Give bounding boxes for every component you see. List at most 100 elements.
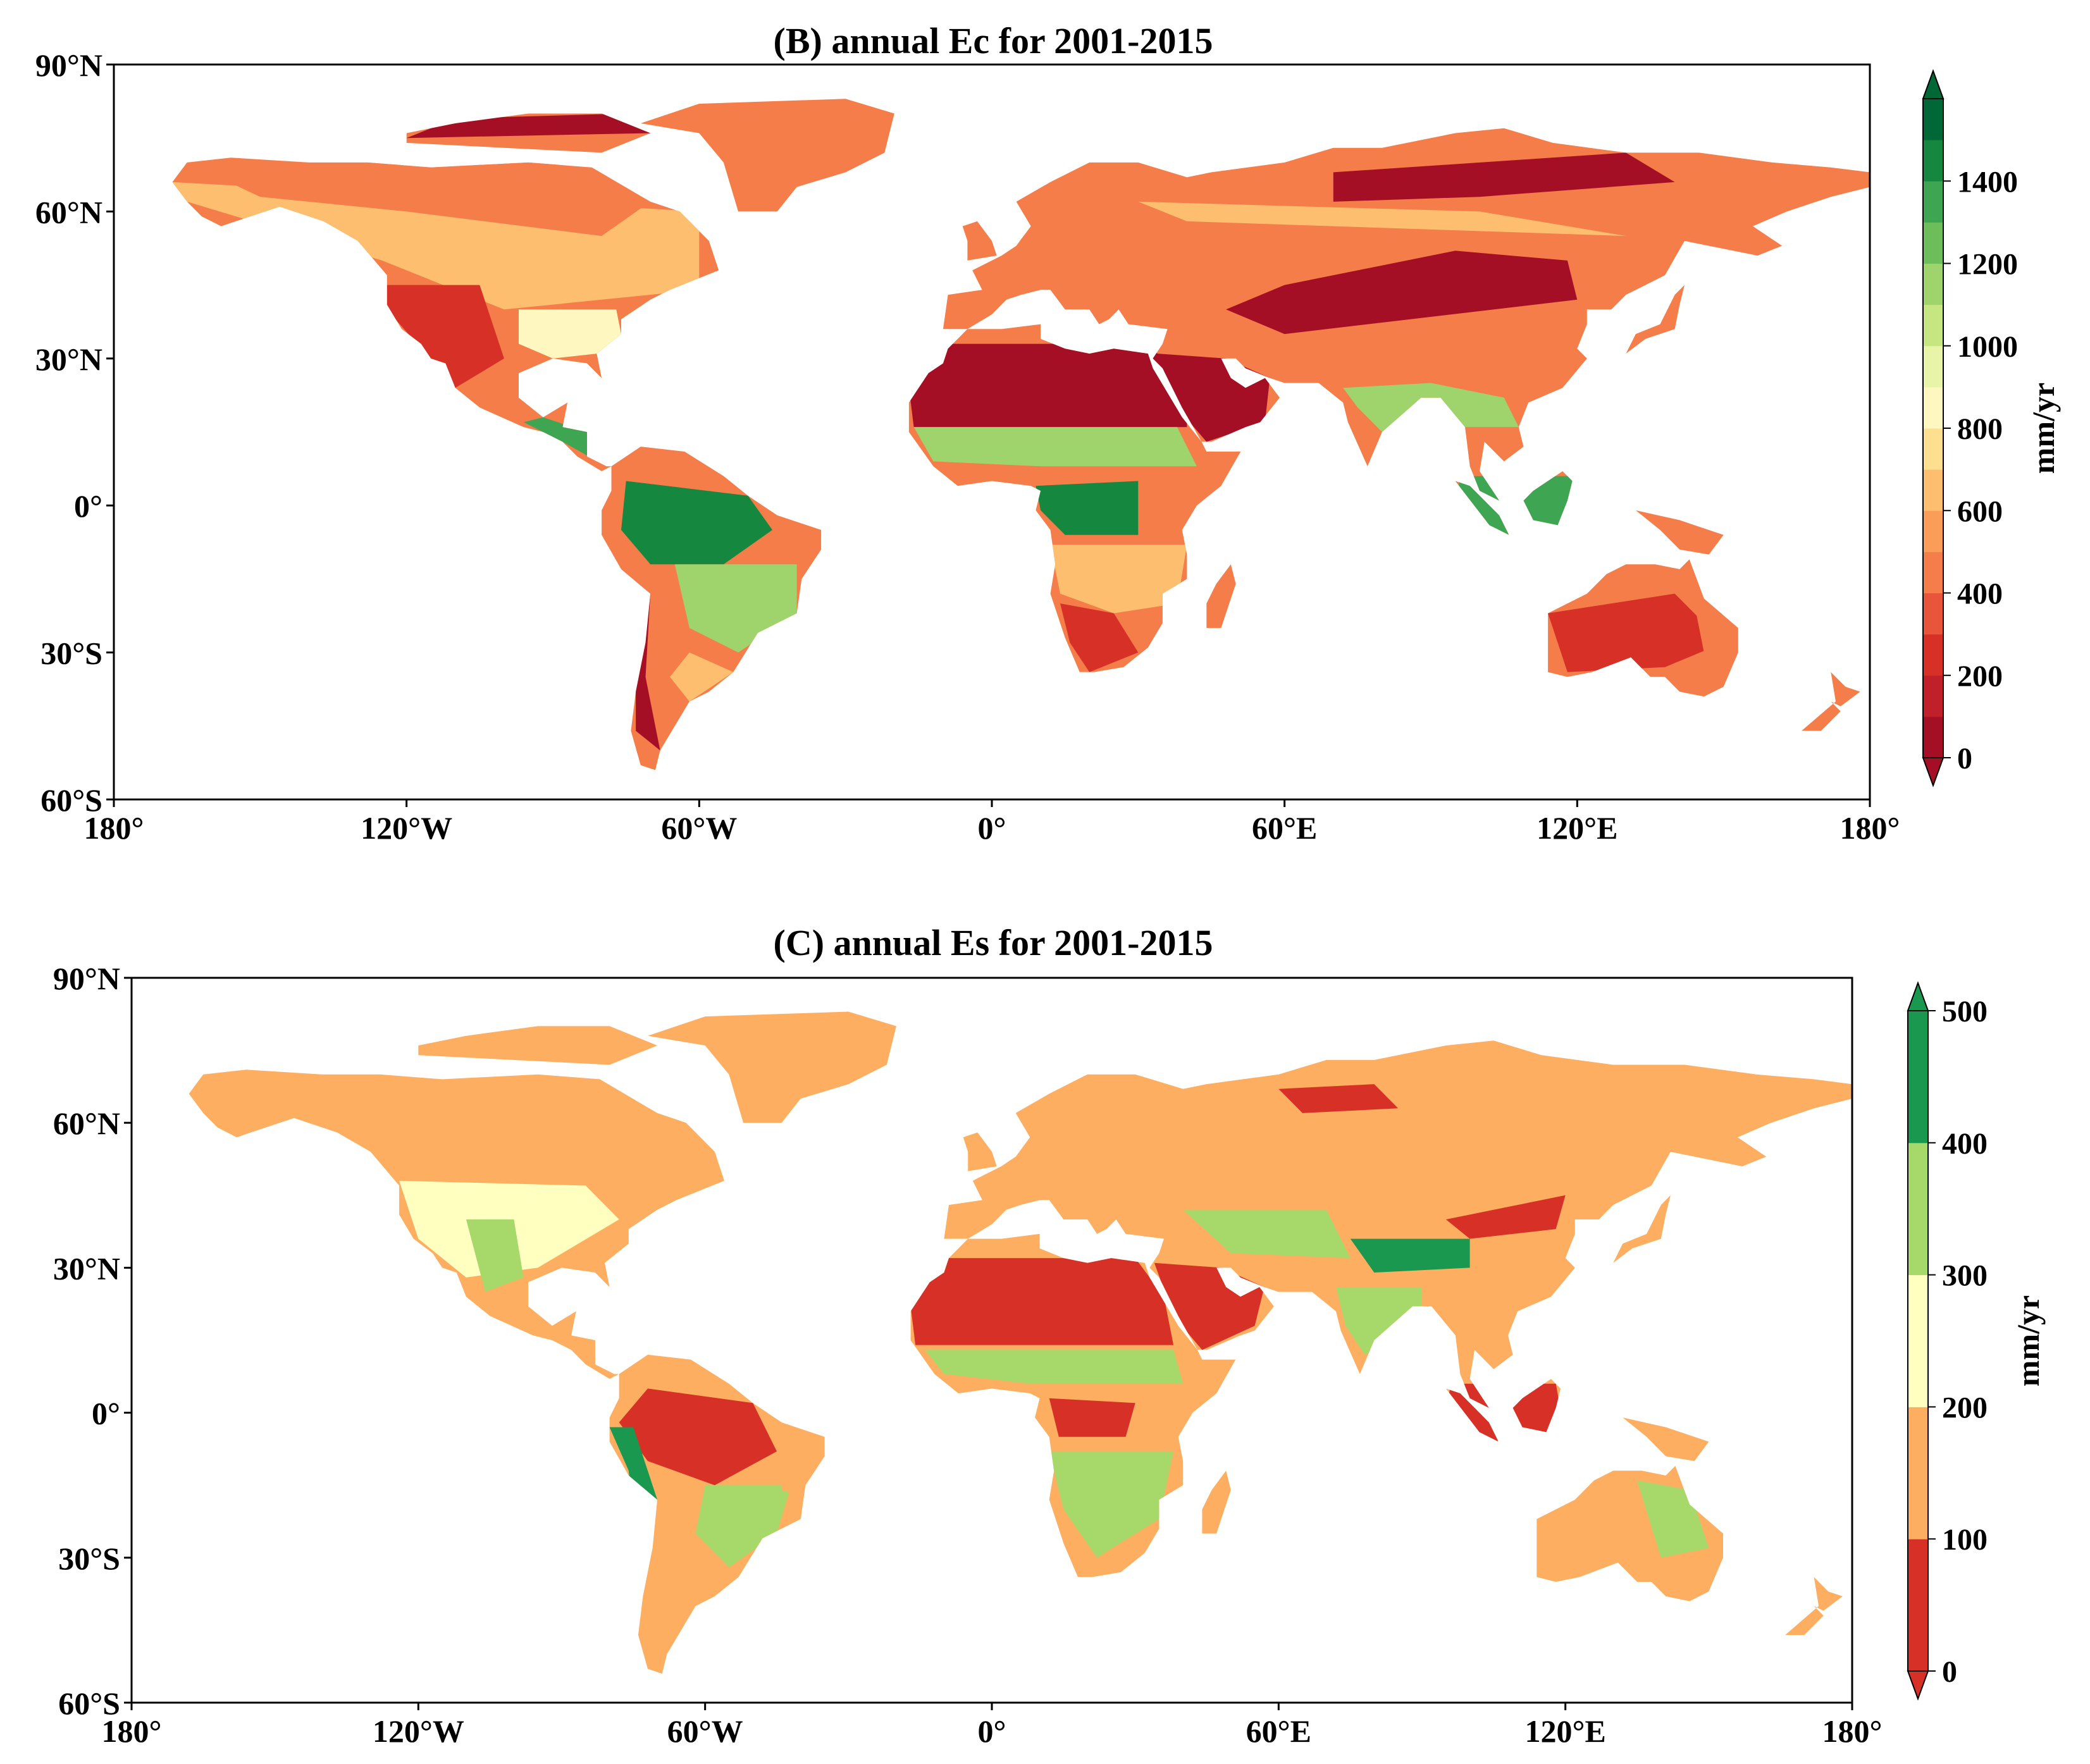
climate-zone [1445, 1383, 1566, 1442]
lat-label: 60°S [58, 1686, 120, 1721]
lat-label: 90°N [53, 961, 120, 996]
colorbar-segment [1923, 222, 1943, 264]
climate-zone [1333, 152, 1675, 202]
climate-zone [1049, 1451, 1174, 1558]
lon-label: 180° [1822, 1713, 1883, 1749]
panel-c-svg: (C) annual Es for 2001-2015 90°N 60°N 30°N… [53, 922, 2046, 1749]
colorbar-segment [1908, 1011, 1928, 1144]
landmass-japan [1626, 285, 1685, 354]
colorbar-tick-label: 0 [1942, 1655, 1957, 1689]
colorbar-segment [1923, 634, 1943, 676]
panel-b-svg: (B) annual Ec for 2001-2015 90°N 60°N 30°N… [35, 20, 2061, 846]
colorbar-segment [1923, 386, 1943, 429]
climate-zone [523, 417, 607, 467]
climate-zone [1548, 593, 1724, 672]
climate-zone [910, 1258, 1174, 1345]
lat-label: 0° [74, 488, 102, 524]
panel-b-ec-map: (B) annual Ec for 2001-2015 90°N 60°N 30°N… [0, 0, 2090, 880]
colorbar-tick-label: 200 [1957, 660, 2003, 693]
colorbar-segment [1923, 593, 1943, 635]
landmass-newGuinea [1623, 1417, 1709, 1461]
colorbar-tick-label: 600 [1957, 495, 2003, 528]
lon-label: 0° [978, 810, 1006, 846]
lon-label: 60°E [1252, 810, 1317, 846]
climate-zone [968, 1074, 1852, 1181]
climate-zone [621, 481, 772, 565]
lon-label: 120°W [361, 810, 452, 846]
lat-label: 0° [92, 1396, 120, 1431]
colorbar-segment [1908, 1142, 1928, 1276]
panel-c-title: (C) annual Es for 2001-2015 [774, 922, 1213, 963]
climate-zone [1455, 476, 1578, 535]
climate-zone [1016, 236, 1285, 285]
climate-zone [695, 1485, 791, 1568]
climate-zone [1226, 250, 1578, 335]
climate-zone [189, 1084, 724, 1181]
lon-label: 180° [84, 810, 144, 846]
climate-zone [619, 1388, 777, 1486]
colorbar-tick-label: 1000 [1957, 330, 2018, 364]
colorbar-unit-label: mm/yr [2010, 1295, 2046, 1386]
colorbar-segment [1908, 1274, 1928, 1407]
lat-label: 30°N [53, 1250, 120, 1286]
colorbar-tick-label: 400 [1942, 1127, 1988, 1161]
climate-zone [466, 1219, 524, 1292]
climate-zone [1278, 1084, 1399, 1113]
colorbar-tick-label: 500 [1942, 995, 1988, 1028]
climate-zone [925, 1350, 1184, 1384]
panel-b-land [172, 99, 1870, 770]
landmass-nz [1802, 672, 1860, 731]
colorbar-segment [1923, 181, 1943, 223]
colorbar-segment [1923, 469, 1943, 511]
climate-zone [386, 285, 504, 388]
climate-zone [187, 162, 651, 237]
colorbar-unit-label: mm/yr [2025, 383, 2061, 474]
climate-zone [519, 309, 621, 359]
colorbar-segment [1923, 140, 1943, 182]
panel-b-title: (B) annual Ec for 2001-2015 [774, 20, 1213, 61]
climate-zone [777, 1436, 825, 1500]
landmass-newGuinea [1635, 510, 1724, 555]
lat-label: 30°S [40, 636, 102, 671]
climate-zone [913, 427, 1197, 467]
landmass-greenland [648, 1011, 896, 1123]
colorbar-tick-label: 0 [1957, 742, 1972, 775]
climate-zone [1537, 1500, 1623, 1577]
colorbar-segment [1923, 552, 1943, 593]
climate-zone [670, 652, 734, 702]
colorbar-tick-label: 300 [1942, 1259, 1988, 1293]
colorbar-tick-label: 100 [1942, 1523, 1988, 1557]
colorbar-segment [1923, 510, 1943, 552]
colorbar-segment [1923, 428, 1943, 470]
lat-label: 90°N [35, 47, 102, 83]
climate-zone [1445, 1195, 1566, 1239]
lat-label: 60°N [35, 194, 102, 230]
climate-zone [1138, 201, 1626, 237]
lat-label: 60°S [40, 782, 102, 818]
lon-label: 0° [978, 1713, 1006, 1749]
landmass-madagascar [1202, 1471, 1231, 1534]
lon-label: 60°W [661, 810, 737, 846]
colorbar-extend-max [1922, 69, 1945, 99]
landmass-nz [1785, 1577, 1843, 1635]
landmass-japan [1613, 1195, 1671, 1263]
colorbar-extend-max [1907, 981, 1929, 1011]
lat-label: 60°N [53, 1106, 120, 1141]
colorbar-segment [1923, 263, 1943, 305]
lat-label: 30°N [35, 342, 102, 377]
lon-label: 120°E [1537, 810, 1617, 846]
panel-c-land [189, 1011, 1852, 1674]
climate-zone [1336, 1287, 1422, 1355]
colorbar-segment [1908, 1407, 1928, 1539]
lon-label: 120°W [373, 1713, 464, 1749]
colorbar-segment [1923, 675, 1943, 717]
colorbar-tick-label: 200 [1942, 1391, 1988, 1424]
panel-c-es-map: (C) annual Es for 2001-2015 90°N 60°N 30°N… [0, 880, 2090, 1761]
colorbar-tick-label: 1400 [1957, 165, 2018, 199]
climate-zone [1060, 603, 1139, 672]
climate-zone [1694, 603, 1738, 682]
climate-zone [1049, 1398, 1135, 1437]
climate-zone [1350, 1238, 1470, 1273]
colorbar-extend-min [1907, 1670, 1929, 1701]
lon-label: 180° [1840, 810, 1900, 846]
